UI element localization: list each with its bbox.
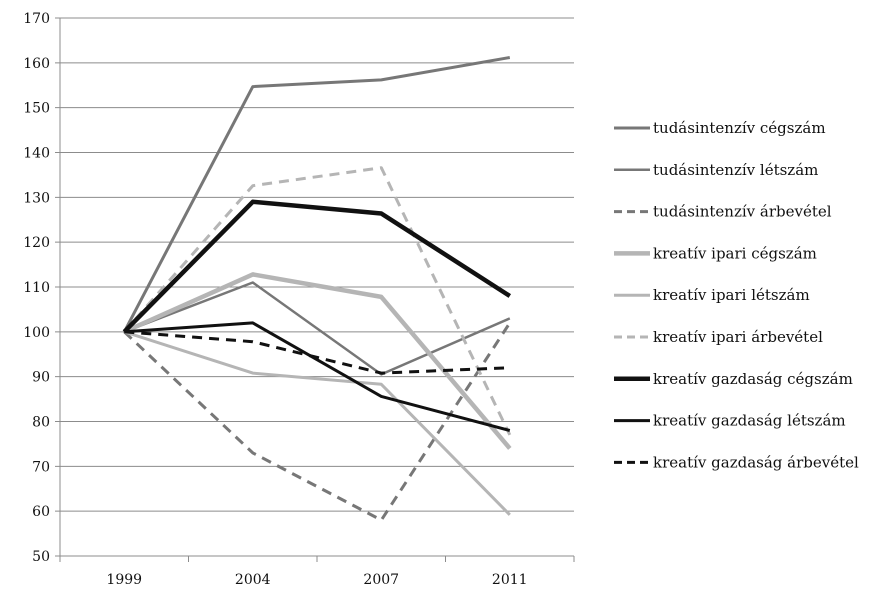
legend-label: tudásintenzív cégszám [653, 119, 826, 137]
y-tick-label: 120 [23, 235, 50, 251]
series-line-9 [124, 330, 510, 375]
y-axis-ticks: 50 60 70 80 90 100 110 120 130 140 150 160 170 [23, 11, 50, 565]
series-line-4 [123, 272, 512, 450]
series-line-8 [124, 321, 511, 432]
series-line-3 [123, 322, 512, 522]
legend-label: tudásintenzív árbevétel [653, 203, 832, 221]
y-tick-label: 140 [23, 146, 50, 162]
y-tick-label: 70 [32, 459, 50, 475]
y-tick-label: 90 [32, 370, 50, 386]
series-lines [122, 56, 512, 522]
x-tick-label: 2011 [492, 572, 528, 588]
series-line-1 [122, 56, 511, 333]
x-tick-label: 2004 [235, 572, 271, 588]
x-tick-label: 1999 [106, 572, 142, 588]
legend-label: kreatív ipari árbevétel [653, 328, 823, 346]
y-tick-label: 80 [32, 415, 50, 431]
y-tick-label: 60 [32, 504, 50, 520]
axes [59, 18, 575, 562]
y-tick-label: 50 [32, 549, 50, 565]
legend-label: kreatív gazdaság létszám [653, 412, 846, 430]
x-tick-label: 2007 [363, 572, 399, 588]
legend: tudásintenzív cégszám tudásintenzív létsz… [614, 119, 859, 471]
y-tick-label: 110 [23, 280, 50, 296]
legend-label: kreatív ipari létszám [653, 286, 810, 304]
y-tick-label: 170 [23, 11, 50, 27]
y-tick-label: 150 [23, 101, 50, 117]
series-line-6 [123, 166, 512, 436]
series-line-2 [123, 281, 511, 376]
series-line-5 [123, 330, 511, 516]
legend-label: kreatív gazdaság árbevétel [653, 453, 859, 471]
x-axis-ticks: 1999 2004 2007 2011 [106, 572, 527, 588]
series-line-7 [122, 199, 512, 334]
y-tick-label: 100 [23, 325, 50, 341]
legend-label: kreatív ipari cégszám [653, 244, 817, 262]
y-tick-label: 160 [23, 56, 50, 72]
y-tick-label: 130 [23, 190, 50, 206]
legend-label: tudásintenzív létszám [653, 161, 818, 179]
legend-label: kreatív gazdaság cégszám [653, 370, 853, 388]
